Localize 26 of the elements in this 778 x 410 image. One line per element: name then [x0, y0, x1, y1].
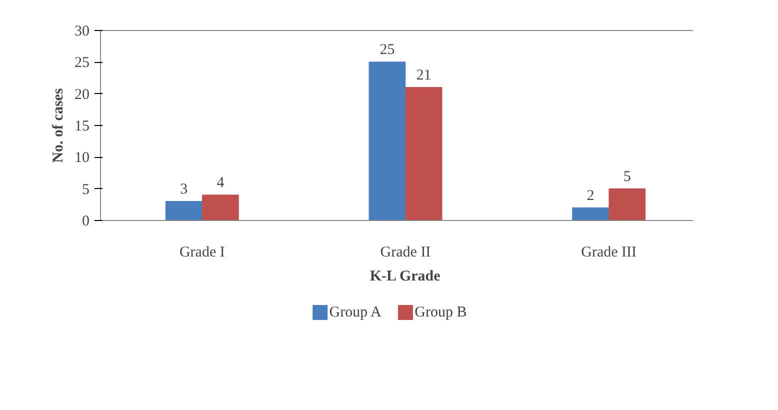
bar: [368, 62, 406, 220]
data-label: 3: [180, 182, 188, 198]
data-label: 2: [586, 188, 594, 204]
bar: [608, 188, 646, 220]
x-tick-label: Grade III: [581, 244, 637, 260]
y-tick-label: 15: [74, 118, 90, 134]
bar: [572, 207, 609, 220]
y-axis-title: No. of cases: [50, 88, 66, 163]
bar: [405, 87, 442, 220]
y-tick-label: 20: [74, 86, 90, 103]
legend-label: Group B: [414, 304, 467, 320]
y-tick-label: 25: [74, 55, 90, 72]
y-tick-label: 5: [82, 182, 90, 198]
y-tick-label: 10: [74, 150, 90, 166]
data-label: 25: [380, 42, 395, 58]
bar: [202, 194, 239, 220]
x-axis-title: K-L Grade: [370, 268, 441, 284]
x-tick-label: Grade II: [380, 244, 431, 260]
data-label: 5: [623, 168, 631, 185]
x-tick-label: Grade I: [179, 244, 225, 260]
y-tick-label: 0: [82, 214, 90, 230]
data-label: 4: [216, 175, 225, 192]
data-label: 21: [416, 68, 432, 84]
legend-label: Group A: [329, 304, 382, 320]
bar: [165, 201, 202, 220]
y-tick-label: 30: [74, 24, 90, 40]
